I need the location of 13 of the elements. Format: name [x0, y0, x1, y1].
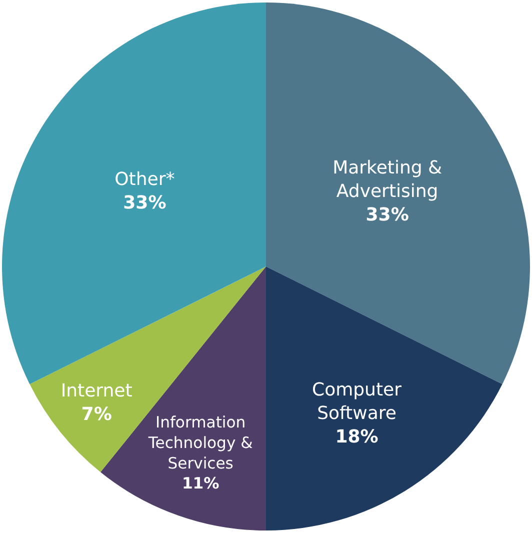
data-label: 33%: [123, 192, 166, 214]
data-label: 7%: [81, 404, 112, 426]
pie-slice: [266, 266, 502, 530]
pie-slice: [30, 266, 266, 472]
data-label: 33%: [366, 204, 409, 226]
data-label: 18%: [335, 426, 378, 448]
slice-label: Other*: [114, 169, 175, 190]
slice-label: Marketing & Advertising: [332, 157, 442, 202]
data-label: 11%: [182, 474, 220, 493]
slice-label: Internet: [60, 380, 132, 402]
slice-label: Computer Software: [312, 380, 402, 424]
pie-slice: [2, 2, 266, 384]
slice-label: Information Technology & Services: [147, 414, 253, 472]
